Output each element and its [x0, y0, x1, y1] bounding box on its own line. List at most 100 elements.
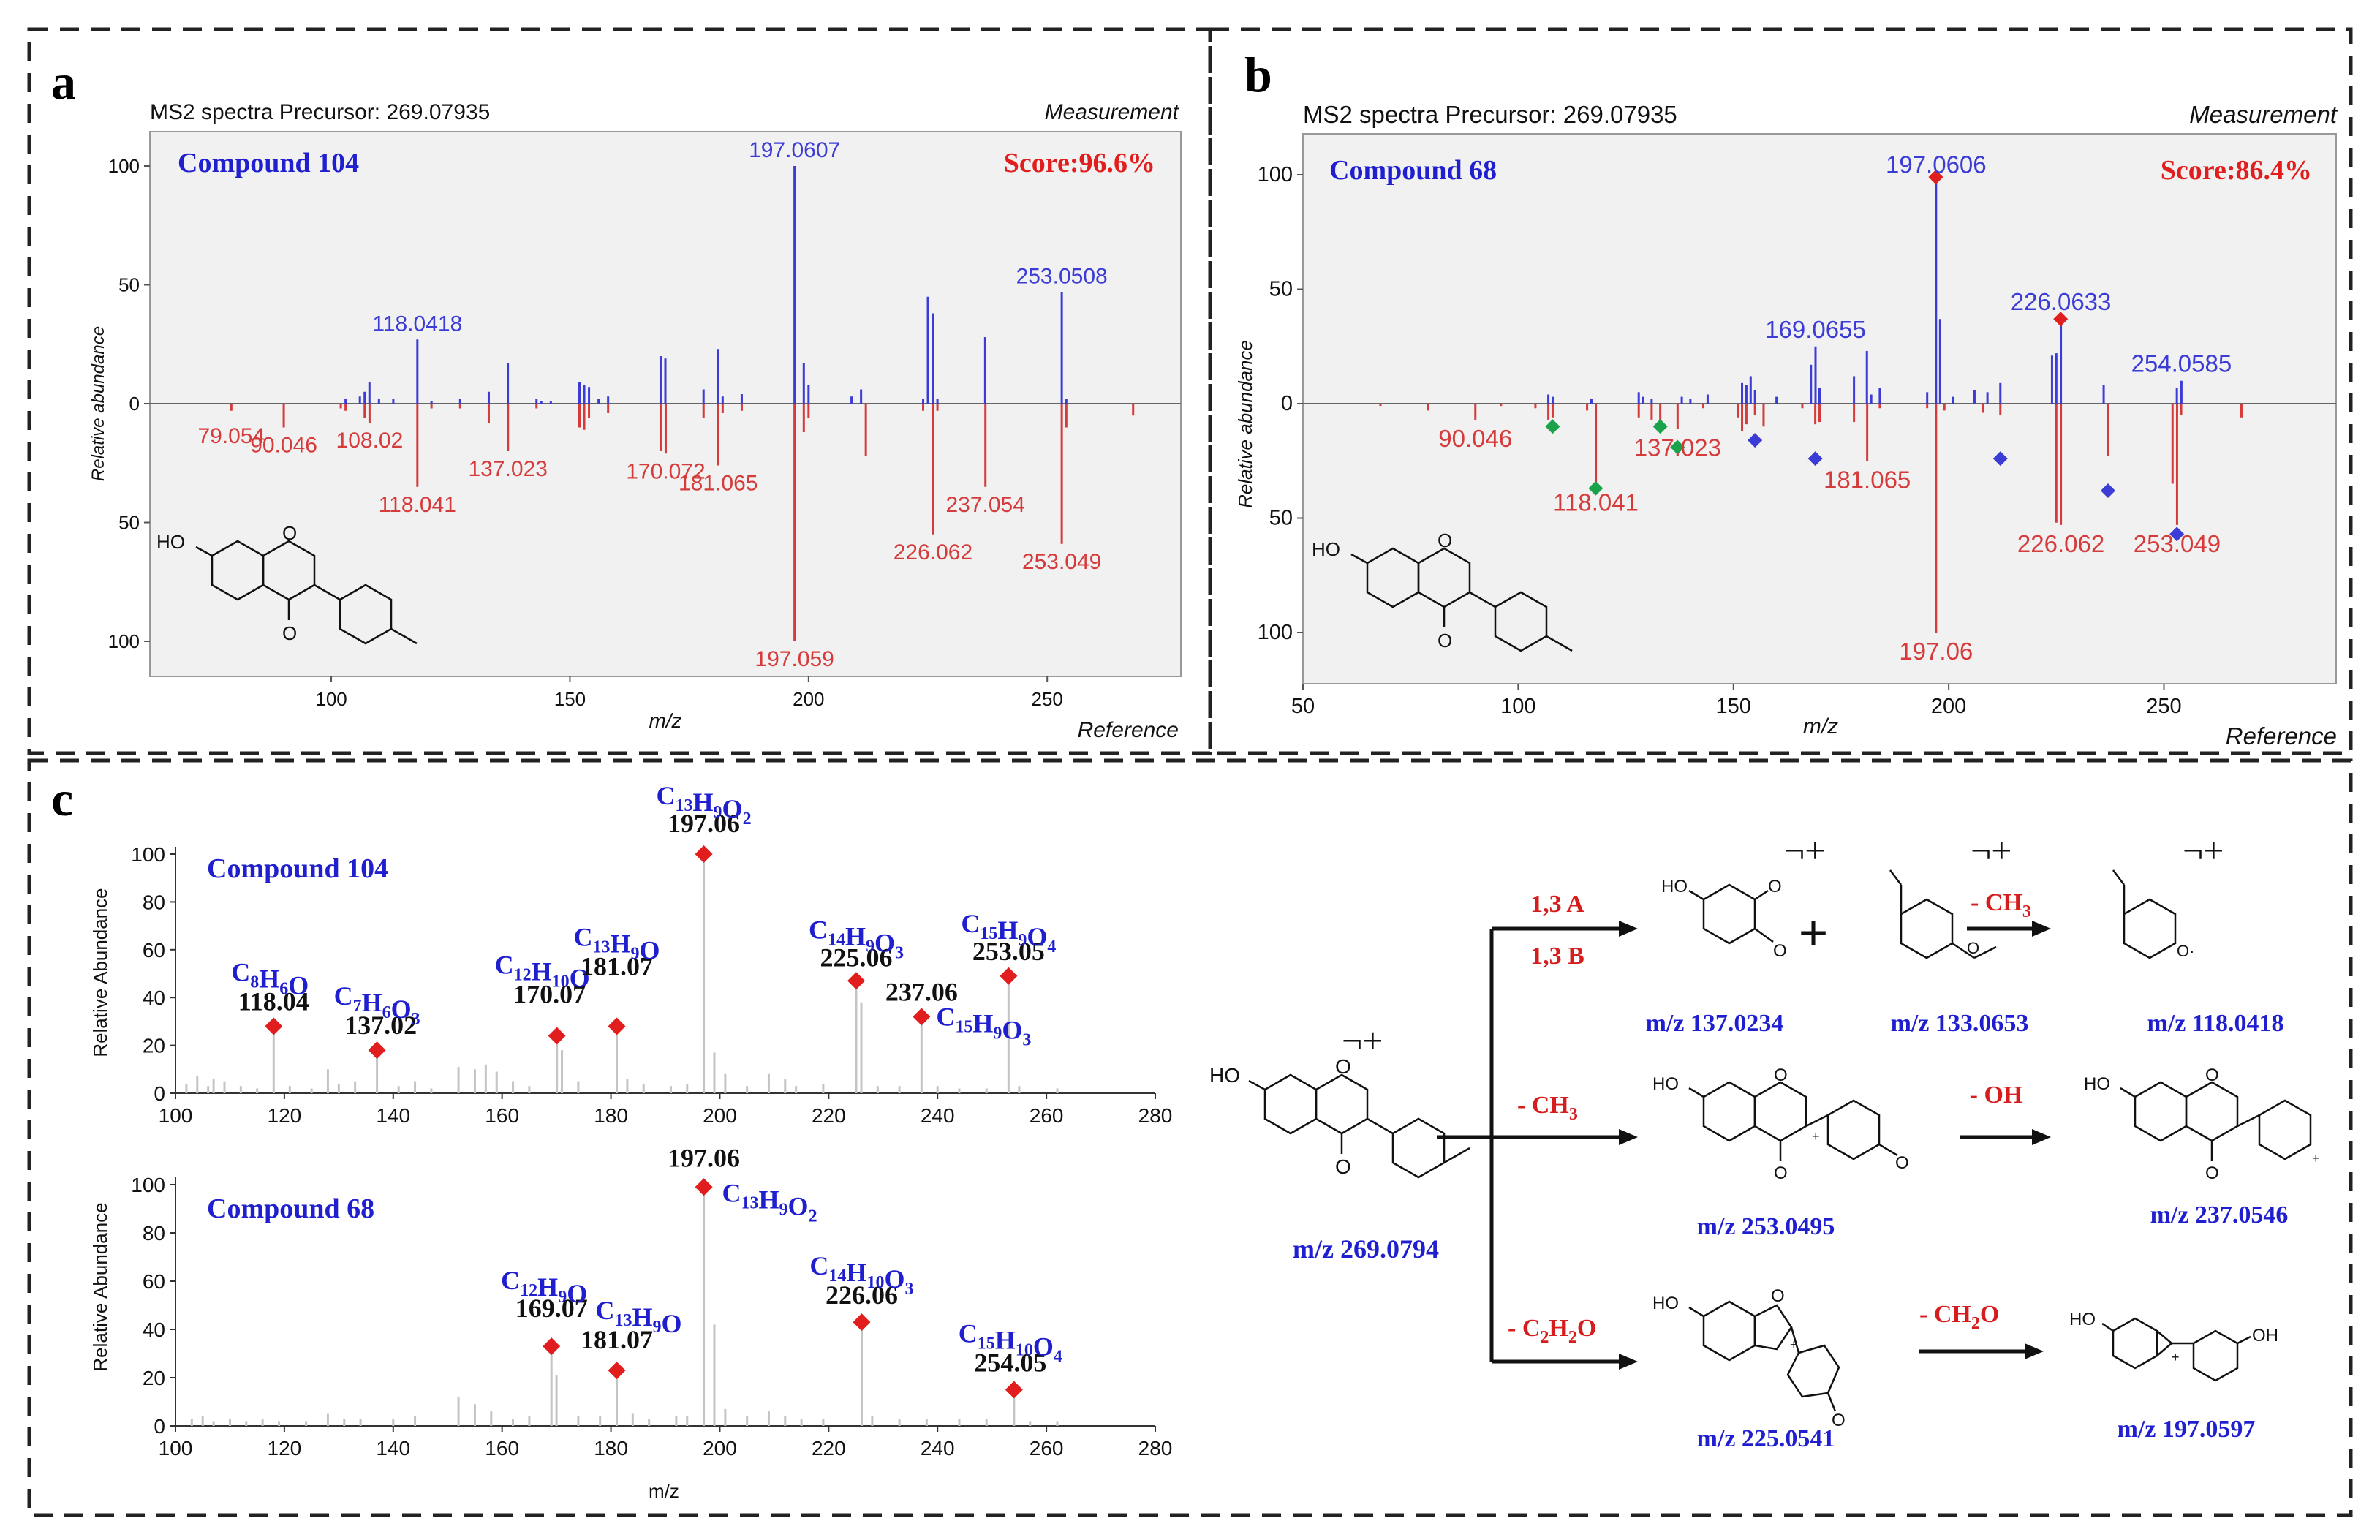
arrow-label-1-3-a: 1,3 A [1530, 891, 1584, 918]
x-tick-label: 50 [1291, 695, 1315, 718]
fragment-marker [695, 845, 713, 863]
s225-plus: + [1790, 1337, 1798, 1352]
match-marker [1588, 480, 1603, 496]
y-tick-label: 0 [1281, 392, 1293, 415]
fragment-mz-label: 254.05 [974, 1348, 1046, 1378]
x-tick-label: 120 [268, 1104, 302, 1127]
y-tick-label: 50 [1269, 278, 1293, 301]
product-237-mz: m/z 237.0546 [2150, 1201, 2289, 1228]
fragment-formula: C12H10O [495, 951, 590, 993]
y-tick-label: 100 [108, 155, 140, 177]
peak-label: 181.065 [679, 472, 758, 496]
s137-o1: O [1768, 877, 1782, 897]
peak-label: 118.041 [1553, 489, 1639, 516]
peak-label: 253.049 [1022, 550, 1101, 574]
fragment-marker [548, 1027, 566, 1045]
panel-b-frame [1208, 27, 2353, 755]
peak-label: 254.0585 [2131, 350, 2232, 377]
fragment-mz-label: 118.04 [238, 986, 309, 1016]
fragment-formula: C12H9O [501, 1266, 587, 1308]
y-tick-label: 50 [118, 274, 140, 296]
structure-133: O [1889, 869, 1997, 959]
s118-o: O· [2177, 942, 2194, 960]
panel-a-ylabel: Relative abundance [88, 326, 108, 481]
x-tick-label: 260 [1030, 1437, 1064, 1460]
y-tick-label: 100 [108, 630, 140, 652]
peak-label: 170.072 [626, 459, 705, 483]
panel-a-compound-label: Compound 104 [178, 148, 359, 178]
arrow-label-ch2o: - CH2O [1919, 1301, 1999, 1333]
x-tick-label: 150 [1716, 695, 1751, 718]
branch-lines [1437, 926, 2036, 1364]
s197-oh: OH [2252, 1326, 2278, 1345]
panel-b-structure: HO O O [1312, 529, 1573, 652]
peak-label: 253.049 [2134, 530, 2221, 557]
fragment-formula: C14H10O3 [809, 1251, 913, 1299]
fragment-formula: C13H9O [596, 1296, 682, 1338]
y-tick-label: 80 [143, 1222, 165, 1245]
structure-253: HO O O O + [1652, 1065, 1909, 1183]
arrow-label-c2h2o: - C2H2O [1508, 1315, 1596, 1347]
s225-o-ring: O [1771, 1286, 1785, 1306]
panel-c-top-compound: Compound 104 [207, 853, 388, 884]
peak-label: 197.0606 [1886, 151, 1987, 178]
x-tick-label: 120 [268, 1437, 302, 1460]
arrowheads [1619, 921, 2051, 1370]
arrow-label-oh: - OH [1970, 1082, 2023, 1109]
x-tick-label: 260 [1030, 1104, 1064, 1127]
structure-197: HO OH + [2069, 1310, 2278, 1382]
x-tick-label: 160 [485, 1104, 519, 1127]
peak-label: 137.023 [1634, 434, 1721, 461]
y-tick-label: 0 [154, 1082, 165, 1105]
x-tick-label: 200 [1931, 695, 1966, 718]
product-118-mz: m/z 118.0418 [2147, 1010, 2284, 1037]
x-tick-label: 240 [921, 1437, 955, 1460]
s253-ho: HO [1652, 1074, 1679, 1094]
y-tick-label: 20 [143, 1367, 165, 1389]
x-tick-label: 100 [159, 1437, 193, 1460]
structure-118: O· [2112, 869, 2194, 960]
arrow-label-ch3: - CH3 [1517, 1092, 1578, 1124]
match-marker [2169, 526, 2185, 542]
y-tick-label: 100 [131, 1174, 165, 1196]
fragment-formula: C8H6O [231, 957, 309, 1000]
arrow-label-1-3-b: 1,3 B [1530, 943, 1584, 970]
peak-label: 169.0655 [1765, 316, 1866, 343]
y-tick-label: 60 [143, 1270, 165, 1293]
peak-label: 137.023 [469, 457, 548, 481]
structure-137: HO O O [1661, 877, 1787, 961]
fragment-marker [853, 1313, 871, 1332]
panel-letter-c: c [51, 771, 73, 826]
product-137-mz: m/z 137.0234 [1646, 1010, 1784, 1037]
panel-b-struct-o-ring: O [1438, 529, 1452, 551]
panel-b-ylabel: Relative abundance [1234, 340, 1256, 508]
panel-a-score: Score:96.6% [1004, 148, 1155, 178]
panel-a-reference-label: Reference [1078, 718, 1179, 742]
fragment-mz-label: 137.02 [344, 1011, 417, 1040]
product-197-mz: m/z 197.0597 [2118, 1416, 2256, 1443]
s197-ho: HO [2069, 1310, 2096, 1329]
peak-label: 197.0607 [749, 138, 840, 162]
fragment-marker [1000, 967, 1018, 985]
panel-c: Compound 104 Compound 68 Relative Abunda… [89, 781, 1172, 1502]
fragment-mz-label: 197.06 [668, 1143, 740, 1172]
panel-c-frame [27, 758, 2353, 1517]
panel-a-measurement-label: Measurement [1045, 100, 1180, 124]
fragment-marker [265, 1017, 283, 1035]
peak-label: 118.0418 [372, 312, 462, 336]
s137-o2: O [1773, 941, 1787, 961]
precursor-ho: HO [1209, 1064, 1240, 1087]
match-marker [1748, 433, 1763, 448]
x-tick-label: 200 [703, 1104, 737, 1127]
fragment-formula: C15H9O4 [961, 909, 1056, 956]
panel-a-structure: HO O O [156, 522, 418, 645]
match-marker [1992, 451, 2008, 467]
match-marker [2100, 483, 2115, 498]
y-tick-label: 100 [131, 843, 165, 866]
fragment-formula: C7H6O3 [334, 981, 420, 1029]
x-tick-label: 200 [703, 1437, 737, 1460]
y-tick-label: 40 [143, 1318, 165, 1341]
y-tick-label: 40 [143, 986, 165, 1009]
fragmentation-scheme: HO O O ¬+ m/z 269.0794 1,3 A 1,3 B [1209, 830, 2320, 1452]
precursor-radical-mark: ¬+ [1342, 1020, 1383, 1061]
